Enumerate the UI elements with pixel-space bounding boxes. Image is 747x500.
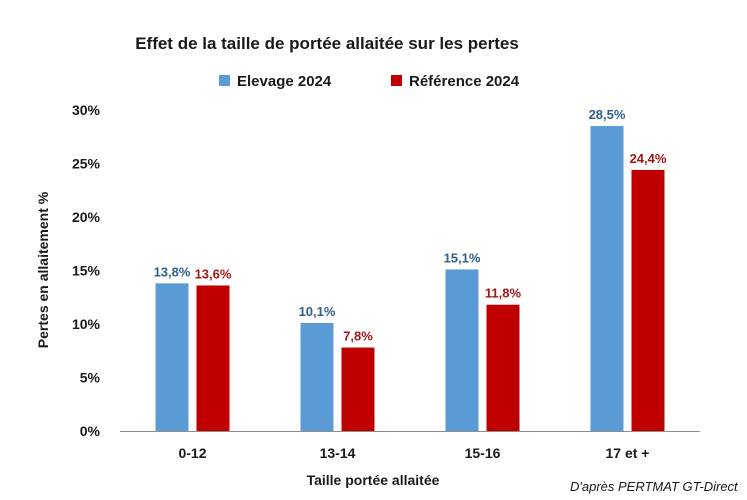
bar-elevage-0 <box>155 283 189 431</box>
bar-reference-2 <box>486 304 520 431</box>
bar-reference-3 <box>631 169 665 432</box>
x-axis-label: Taille portée allaitée <box>307 472 440 488</box>
y-tick-label: 20% <box>72 209 101 225</box>
y-tick-label: 25% <box>72 156 101 172</box>
data-label-reference-2: 11,8% <box>485 286 522 301</box>
data-label-reference-3: 24,4% <box>630 151 667 166</box>
source-note: D'après PERTMAT GT-Direct <box>570 479 739 494</box>
x-tick-label: 15-16 <box>465 445 501 461</box>
data-label-elevage-3: 28,5% <box>589 107 626 122</box>
legend-label-elevage: Elevage 2024 <box>237 73 332 90</box>
bars <box>155 126 665 432</box>
data-label-reference-0: 13,6% <box>195 266 232 281</box>
x-tick-label: 17 et + <box>606 445 650 461</box>
legend-swatch-elevage <box>219 75 230 86</box>
y-tick-label: 10% <box>72 316 101 332</box>
bar-reference-1 <box>341 347 375 431</box>
y-tick-label: 0% <box>80 423 101 439</box>
x-tick-label: 0-12 <box>178 445 206 461</box>
y-tick-label: 30% <box>72 102 101 118</box>
data-labels: 13,8% 13,6% 10,1% 7,8% 15,1% 11,8% 28,5% 24,4% <box>154 107 667 343</box>
chart-title: Effet de la taille de portée allaitée su… <box>135 34 519 53</box>
bar-elevage-1 <box>300 322 334 431</box>
bar-elevage-3 <box>590 126 624 432</box>
legend-label-reference: Référence 2024 <box>409 73 520 90</box>
y-axis-ticks: 0% 5% 10% 15% 20% 25% 30% <box>72 102 101 439</box>
bar-reference-0 <box>196 285 230 431</box>
data-label-elevage-0: 13,8% <box>154 264 191 279</box>
x-tick-label: 13-14 <box>320 445 356 461</box>
y-axis-label: Pertes en allaitement % <box>35 191 51 348</box>
data-label-elevage-2: 15,1% <box>444 250 481 265</box>
x-axis-ticks: 0-12 13-14 15-16 17 et + <box>178 445 649 461</box>
bar-elevage-2 <box>445 269 479 431</box>
legend-swatch-reference <box>391 75 402 86</box>
data-label-reference-1: 7,8% <box>343 329 373 344</box>
data-label-elevage-1: 10,1% <box>299 304 336 319</box>
y-tick-label: 5% <box>80 370 101 386</box>
y-tick-label: 15% <box>72 263 101 279</box>
